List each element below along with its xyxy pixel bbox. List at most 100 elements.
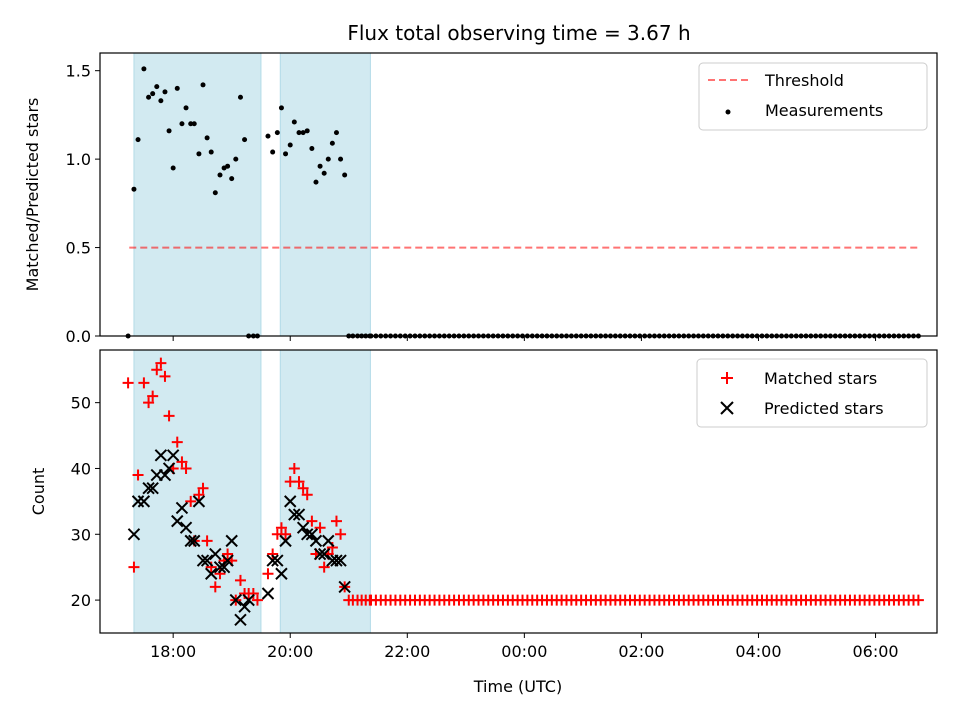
top-y-ticks: 0.0 0.5 1.0 1.5 [66,62,100,346]
matched-star-point [912,594,924,606]
matched-star-point [185,495,197,507]
x-tick-label: 22:00 [384,642,430,661]
x-tick-label: 20:00 [267,642,313,661]
measurement-point [317,163,323,169]
matched-star-point [297,482,309,494]
matched-star-point [330,515,342,527]
matched-star-point [275,522,287,534]
matched-star-point [171,436,183,448]
measurement-point [237,94,243,100]
top-legend: Threshold Measurements [698,62,928,131]
legend-measurements-swatch [725,109,731,115]
measurement-point [342,172,348,178]
measurement-point [174,85,180,91]
predicted-star-point [234,613,247,627]
matched-star-point [262,568,274,580]
matched-star-point [251,594,263,606]
measurement-point [212,190,218,196]
legend-predicted-label: Predicted stars [764,399,884,418]
top-legend-box [698,62,928,131]
legend-matched-label: Matched stars [764,369,877,388]
measurement-point [196,151,202,157]
matched-star-point [147,390,159,402]
top-y-axis-label: Matched/Predicted stars [23,98,42,292]
measurement-point [154,84,160,90]
predicted-star-point [309,534,323,548]
predicted-star-point [296,521,310,534]
top-axes-frame [99,52,938,337]
predicted-star-point [229,593,243,607]
matched-star-point [288,462,300,474]
measurement-point [265,133,271,139]
measurement-point [309,146,315,152]
predicted-star-point [288,508,301,521]
top-y-tick-label: 0.5 [66,239,91,258]
predicted-star-point [284,495,297,508]
matched-star-point [234,574,246,586]
predicted-star-point [305,528,319,541]
measurement-point [150,91,156,97]
top-span-1 [279,52,371,337]
measurement-point [296,130,302,136]
bottom-y-ticks: 20 30 40 50 [71,394,100,610]
predicted-star-point [154,449,168,462]
matched-star-point [222,548,234,560]
measurement-point [325,156,331,162]
predicted-star-point [279,534,292,548]
predicted-star-point [242,593,255,607]
bottom-x-ticks: 18:00 20:00 22:00 00:00 02:00 04:00 06:00 [150,633,899,661]
predicted-star-point [162,462,176,475]
predicted-star-point [261,587,275,600]
predicted-star-point [188,534,201,548]
matched-star-point [267,548,279,560]
bottom-span-1 [279,349,371,634]
top-spans [133,52,371,337]
measurement-point [188,121,194,127]
measurement-point [233,156,239,162]
bottom-y-axis-label: Count [29,468,48,516]
matched-star-point [122,377,134,389]
measurement-point [300,130,306,136]
predicted-star-point [338,580,351,594]
bottom-y-tick-label: 30 [71,525,91,544]
measurement-point [338,156,344,162]
predicted-star-point [192,495,206,508]
predicted-star-point [171,514,184,528]
measurement-point [166,128,172,134]
measurement-point [242,137,248,143]
measurement-point [329,140,335,146]
measurement-point [183,105,189,111]
measurement-point [283,151,289,157]
measurement-point [217,172,223,178]
matched-star-point [159,370,171,382]
matched-star-point [301,489,313,501]
matched-star-point [209,581,221,593]
predicted-star-point [221,554,234,567]
bottom-star-points [122,357,924,627]
bottom-legend: Matched stars Predicted stars [696,358,928,428]
matched-star-point [143,397,155,409]
predicted-star-point [317,547,331,561]
measurement-point [131,186,137,192]
measurement-point [321,170,327,176]
x-tick-label: 00:00 [501,642,547,661]
predicted-star-point [127,528,141,541]
top-span-0 [133,52,262,337]
matched-star-point [314,522,326,534]
predicted-star-point [292,508,306,521]
predicted-star-point [137,495,151,508]
x-tick-label: 04:00 [735,642,781,661]
matched-star-point [247,588,259,600]
measurement-point [274,130,280,136]
matched-star-point [155,357,167,369]
matched-star-point [128,561,140,573]
measurement-point [313,179,319,185]
top-panel: 0.0 0.5 1.0 1.5 Matched/Predicted stars Thr… [23,52,938,346]
legend-predicted-swatch [720,401,734,415]
measurement-point [270,149,276,155]
measurement-point [170,165,176,171]
matched-star-point [163,410,175,422]
predicted-star-point [175,501,189,515]
predicted-star-point [330,554,343,567]
